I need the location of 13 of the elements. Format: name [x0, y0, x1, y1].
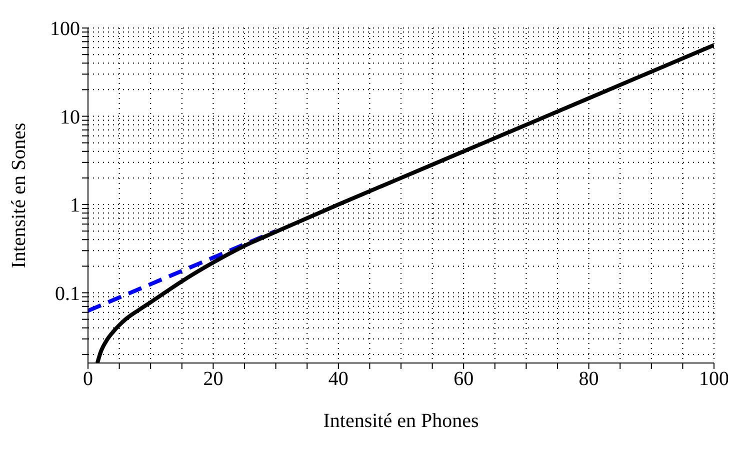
x-axis-title: Intensité en Phones: [323, 410, 479, 432]
x-tick-label: 20: [203, 368, 224, 390]
x-tick-label: 40: [328, 368, 348, 390]
y-tick-label: 1: [70, 194, 80, 217]
line-series: [88, 229, 278, 313]
y-tick-label: 100: [50, 18, 80, 40]
x-tick-label: 80: [578, 368, 599, 390]
y-tick-label: 0.1: [55, 282, 80, 305]
x-tick-label: 60: [454, 368, 474, 390]
x-tick-label: 100: [699, 368, 729, 390]
y-tick-label: 10: [60, 106, 80, 128]
y-axis-title: Intensité en Sones: [8, 122, 30, 268]
x-tick-label: 0: [83, 368, 93, 390]
